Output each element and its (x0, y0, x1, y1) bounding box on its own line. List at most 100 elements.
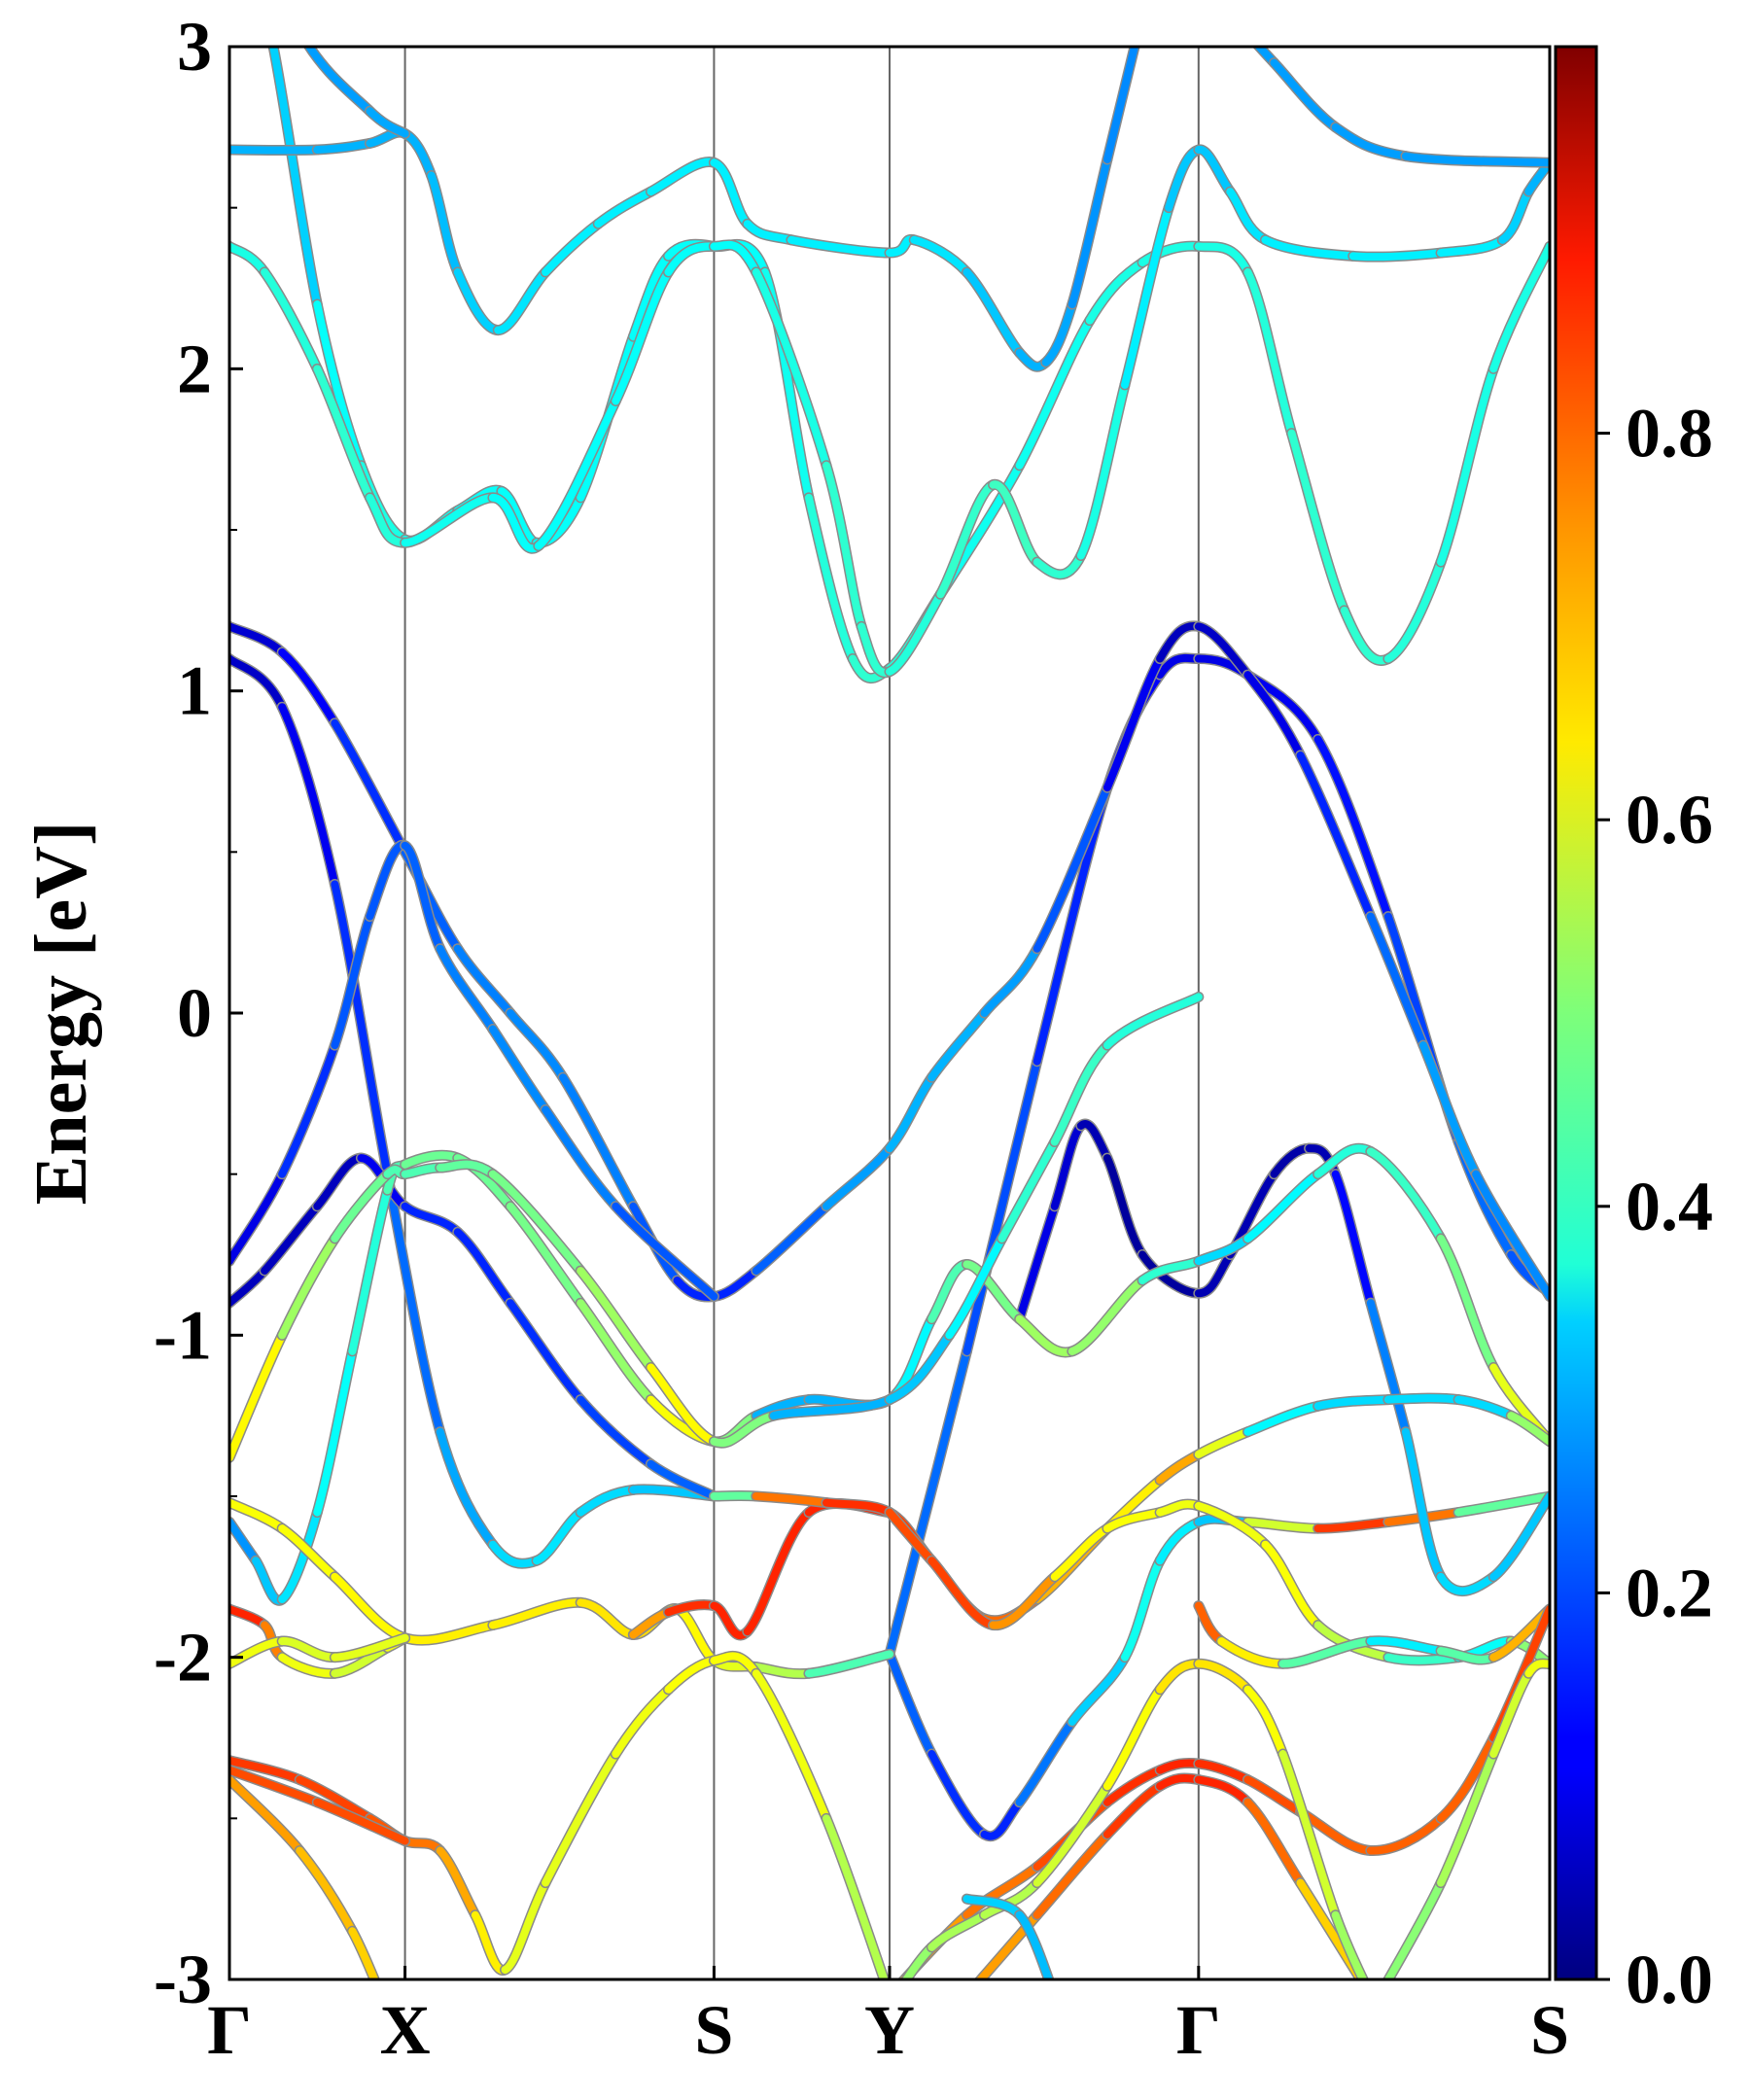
band-segment (1401, 152, 1550, 167)
band-segment (962, 267, 1024, 357)
band-segment (710, 240, 760, 276)
band-segment (945, 1234, 1006, 1340)
band-segment (1068, 1277, 1147, 1355)
band-segment (886, 590, 945, 676)
band-segment (1418, 1041, 1481, 1178)
band-segment (1313, 1395, 1392, 1411)
band-segment (1194, 1775, 1252, 1806)
band-segment (278, 1524, 339, 1581)
band-segment (331, 880, 392, 1178)
band-segment (229, 242, 269, 276)
band-4 (302, 47, 411, 139)
band-segment (1401, 1427, 1446, 1581)
band-segment (612, 1202, 718, 1301)
y-tick-label: 0 (177, 974, 212, 1052)
band-segment (1383, 1878, 1446, 1979)
band-segment (928, 1009, 989, 1082)
band-segment (1437, 1572, 1498, 1595)
band-segment (401, 1202, 462, 1237)
band-22 (229, 1650, 891, 1979)
band-segment (542, 1750, 620, 1887)
band-segment (261, 267, 322, 373)
band-segment (886, 1073, 936, 1153)
band-segment (229, 622, 287, 656)
colorbar-tick-label: 0.4 (1626, 1168, 1713, 1245)
band-segment (1366, 1299, 1410, 1436)
band-segment (436, 1427, 497, 1549)
band-segment (1194, 622, 1252, 680)
kpoint-label: Y (864, 1991, 915, 2069)
band-segment (453, 1228, 514, 1308)
band-segment (1243, 671, 1305, 759)
band-segment (1076, 1120, 1111, 1163)
band-segment (348, 1186, 392, 1355)
band-segment (1085, 258, 1147, 325)
band-segment (229, 1170, 287, 1266)
band-segment (1313, 1144, 1375, 1178)
band-segment (577, 1299, 655, 1404)
band-segment (427, 171, 462, 276)
colorbar-tick-label: 0.8 (1626, 395, 1713, 472)
band-segment (752, 267, 830, 470)
band-segment (229, 654, 287, 712)
band-segment (787, 235, 893, 258)
band-segment (980, 1798, 1024, 1840)
band-segment (296, 1775, 374, 1823)
band-segment (1287, 429, 1348, 614)
band-segment (752, 1492, 830, 1507)
y-tick-label: -2 (154, 1619, 212, 1697)
colorbar-tick-label: 0.2 (1626, 1554, 1713, 1631)
kpoint-label: Γ (1176, 1991, 1221, 2069)
band-segment (436, 1846, 479, 1919)
band-segment (348, 1927, 379, 1979)
band-segment (804, 493, 858, 663)
kpoint-label: S (1530, 1991, 1569, 2069)
band-segment (559, 1073, 638, 1210)
band-segment (1120, 203, 1173, 389)
band-segment (1243, 1170, 1322, 1242)
band-segment (506, 1202, 585, 1308)
band-7 (229, 620, 1550, 1303)
band-segment (1243, 267, 1296, 438)
band-segment (886, 1650, 936, 1759)
band-segment (533, 1508, 585, 1565)
band-segment (928, 1750, 989, 1838)
band-segment (743, 220, 795, 244)
band-segment (1032, 551, 1085, 578)
band-segment (269, 47, 278, 51)
band-segment (886, 1347, 971, 1659)
band-segment (506, 1009, 568, 1082)
band-segment (1102, 1154, 1147, 1259)
y-tick-label: 3 (177, 8, 212, 86)
band-segment (1015, 316, 1094, 470)
band-segment (822, 1498, 893, 1517)
band-segment (1366, 1147, 1446, 1242)
band-segment (577, 1267, 655, 1372)
band-segment (1366, 1814, 1446, 1855)
band-segment (1015, 1717, 1076, 1806)
band-segment (278, 1234, 339, 1340)
band-segment (1348, 249, 1446, 262)
band-segment (822, 1814, 889, 1979)
kpoint-label: Γ (207, 1991, 252, 2069)
band-segment (229, 1756, 304, 1784)
band-segment (278, 1041, 339, 1178)
band-segment (1076, 380, 1129, 560)
band-segment (488, 1025, 550, 1114)
kpoint-label: S (694, 1991, 733, 2069)
band-segment (629, 252, 673, 341)
band-segment (962, 1863, 1041, 1919)
kpoint-label: X (380, 1991, 431, 2069)
band-segment (752, 1669, 830, 1823)
band-segment (1243, 1402, 1322, 1436)
band-segment (752, 1662, 813, 1678)
band-8 (229, 653, 719, 1569)
band-segment (962, 1260, 1024, 1323)
colorbar-ticks: 0.0 0.2 0.4 0.6 0.8 (1596, 395, 1713, 2018)
band-5 (1251, 47, 1550, 168)
band-segment (331, 1633, 409, 1662)
band-segment (928, 1910, 989, 1951)
band-segment (534, 397, 620, 550)
